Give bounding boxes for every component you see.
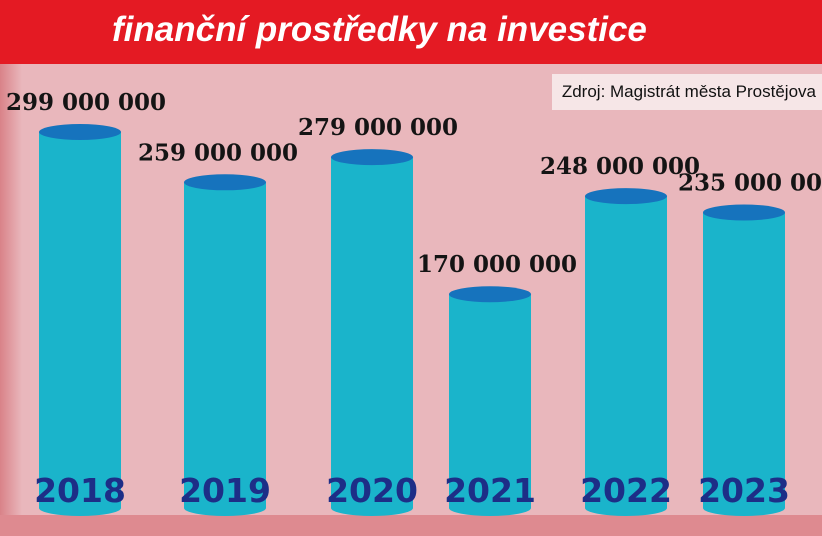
bar-top-2022 xyxy=(585,188,667,205)
bar-base-2020 xyxy=(331,500,413,516)
year-label-2018: 2018 xyxy=(34,471,126,510)
bars-group: 299 000 000 2018 259 000 000 2019 279 000 00… xyxy=(6,89,822,516)
floor xyxy=(0,515,822,536)
bar-2021 xyxy=(449,294,531,508)
bar-base-2019 xyxy=(184,500,266,516)
bar-2019 xyxy=(184,182,266,508)
bar-2020 xyxy=(331,157,413,508)
year-label-2023: 2023 xyxy=(698,471,790,510)
value-label-2019: 259 000 000 xyxy=(138,139,298,166)
chart-title: finanční prostředky na investice xyxy=(112,10,647,49)
bar-2018 xyxy=(39,132,121,508)
bar-base-2021 xyxy=(449,500,531,516)
value-label-2023: 235 000 000 xyxy=(678,169,822,196)
bar-2023 xyxy=(703,212,785,508)
bar-top-2018 xyxy=(39,124,121,140)
year-label-2020: 2020 xyxy=(326,471,418,510)
bar-base-2022 xyxy=(585,500,667,516)
title-banner: finanční prostředky na investice xyxy=(0,0,822,64)
value-label-2020: 279 000 000 xyxy=(298,114,458,141)
bar-top-2023 xyxy=(703,204,785,221)
value-label-2021: 170 000 000 xyxy=(417,251,577,278)
year-label-2019: 2019 xyxy=(179,471,271,510)
side-wall xyxy=(0,64,22,536)
bar-2022 xyxy=(585,196,667,508)
bar-base-2023 xyxy=(703,500,785,516)
bar-top-2019 xyxy=(184,174,266,191)
year-label-2021: 2021 xyxy=(444,471,536,510)
year-label-2022: 2022 xyxy=(580,471,672,510)
value-label-2018: 299 000 000 xyxy=(6,89,166,116)
bar-top-2020 xyxy=(331,149,413,166)
bar-top-2021 xyxy=(449,286,531,303)
value-label-2022: 248 000 000 xyxy=(540,153,700,180)
source-note: Zdroj: Magistrát města Prostějova xyxy=(551,74,822,110)
bar-base-2018 xyxy=(39,500,121,516)
